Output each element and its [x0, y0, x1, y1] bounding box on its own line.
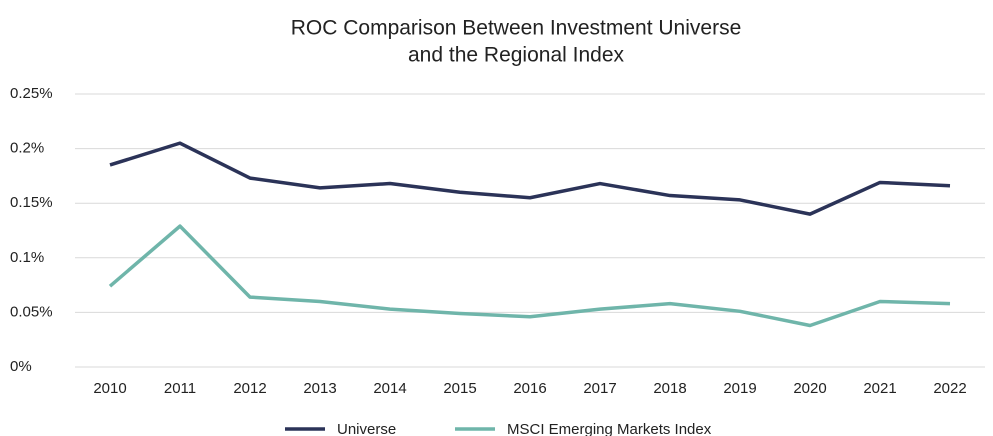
chart-title: and the Regional Index — [408, 44, 624, 67]
y-tick-label: 0.2% — [10, 140, 44, 157]
x-tick-label: 2013 — [303, 380, 336, 397]
x-tick-label: 2010 — [93, 380, 126, 397]
legend-label: Universe — [337, 421, 396, 436]
chart-title: ROC Comparison Between Investment Univer… — [291, 17, 742, 40]
legend-label: MSCI Emerging Markets Index — [507, 421, 712, 436]
x-tick-label: 2011 — [164, 380, 196, 397]
x-tick-label: 2022 — [933, 380, 966, 397]
y-tick-label: 0% — [10, 358, 32, 375]
x-tick-label: 2012 — [233, 380, 266, 397]
x-tick-label: 2015 — [443, 380, 476, 397]
x-tick-label: 2017 — [583, 380, 616, 397]
y-tick-label: 0.05% — [10, 303, 53, 320]
series-line — [109, 141, 951, 216]
x-tick-label: 2014 — [373, 380, 406, 397]
series-line — [108, 224, 951, 328]
y-tick-label: 0.25% — [10, 85, 53, 102]
x-tick-label: 2016 — [513, 380, 546, 397]
y-tick-label: 0.1% — [10, 249, 44, 266]
x-tick-label: 2021 — [863, 380, 896, 397]
y-tick-label: 0.15% — [10, 194, 53, 211]
x-tick-label: 2020 — [793, 380, 826, 397]
x-tick-label: 2018 — [653, 380, 686, 397]
x-tick-label: 2019 — [723, 380, 756, 397]
